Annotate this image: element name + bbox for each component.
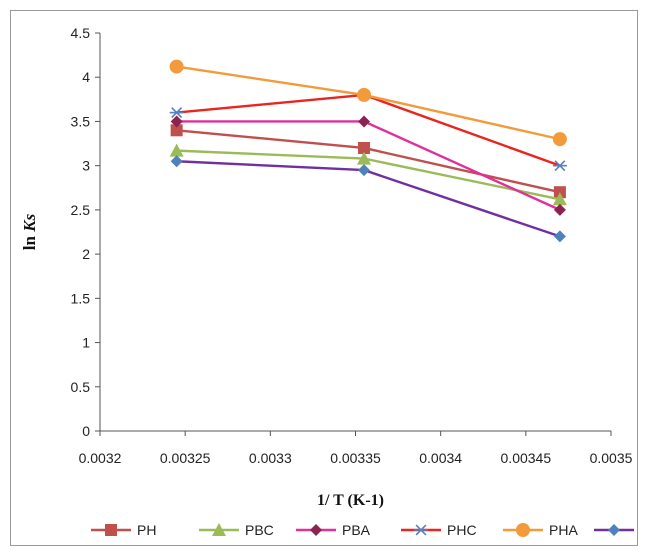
series-layer [169,59,567,243]
legend-item-pb: PB [594,524,634,536]
data-point-pbc [169,143,184,157]
data-point-pb [553,230,566,243]
legend-label: PBC [245,522,274,538]
series-line-phc [176,93,561,167]
data-point-pha [357,87,372,102]
series-ph [170,124,566,199]
y-axis-title-plain: ln [20,232,39,250]
y-tick-label: 2 [82,246,90,262]
legend-marker [310,524,322,536]
x-tick-label: 0.0033 [249,450,292,466]
data-point-pba [170,115,183,128]
line-chart: 0 0.5 1 1.5 2 2.5 3 3.5 4 4.5 0.0032 0.00325 0.0033 0… [20,25,634,538]
data-point-pb [358,164,371,177]
legend-label: PHA [549,522,578,538]
data-point-phc [169,107,184,119]
y-tick-label: 0.5 [71,379,91,395]
legend: PH PBC PBA PHC PHA PB [91,522,634,538]
chart-frame: 0 0.5 1 1.5 2 2.5 3 3.5 4 4.5 0.0032 0.00325 0.0033 0… [10,10,638,546]
ticks: 0 0.5 1 1.5 2 2.5 3 3.5 4 4.5 0.0032 0.00325 0.0033 0… [71,25,633,466]
legend-label: PHC [447,522,477,538]
data-point-pha [169,59,184,74]
legend-item-ph: PH [91,522,156,538]
y-axis-title: ln Ks [20,213,39,250]
x-axis-title: 1/ T (K-1) [317,492,384,509]
y-tick-label: 0 [82,423,90,439]
legend-marker [414,524,428,536]
data-point-phc [552,160,567,172]
y-tick-label: 3.5 [71,113,91,129]
series-line-pb [176,160,561,238]
data-point-pbc [552,192,567,206]
data-point-pb [170,155,183,168]
legend-marker [516,523,530,537]
data-point-ph [358,141,371,154]
data-point-ph [553,186,566,199]
series-pha [169,59,567,147]
legend-label: PH [137,522,156,538]
legend-item-pba: PBA [296,522,371,538]
data-point-pha [552,132,567,147]
y-tick-label: 3 [82,158,90,174]
series-line-pha [176,65,561,141]
data-point-pba [553,203,566,216]
data-point-pba [358,115,371,128]
y-axis-title-italic: Ks [20,213,39,232]
x-tick-label: 0.0034 [419,450,462,466]
y-tick-label: 2.5 [71,202,91,218]
y-tick-label: 1.5 [71,290,91,306]
series-line-pbc [176,149,561,201]
data-point-pbc [357,151,372,165]
legend-marker [608,524,620,536]
legend-item-phc: PHC [401,522,477,538]
x-tick-label: 0.00335 [330,450,381,466]
y-tick-label: 1 [82,335,90,351]
x-tick-label: 0.00325 [160,450,211,466]
legend-item-pbc: PBC [199,522,274,538]
x-tick-label: 0.0032 [79,450,122,466]
data-point-ph [170,124,183,137]
legend-item-pha: PHA [503,522,578,538]
y-tick-label: 4.5 [71,25,91,41]
series-pbc [169,143,567,206]
series-pb [170,155,566,243]
series-pba [170,115,566,216]
y-tick-label: 4 [82,69,90,85]
x-tick-label: 0.0035 [590,450,633,466]
legend-label: PBA [342,522,371,538]
legend-marker [105,524,117,536]
legend-marker [212,523,226,536]
x-tick-label: 0.00345 [501,450,552,466]
